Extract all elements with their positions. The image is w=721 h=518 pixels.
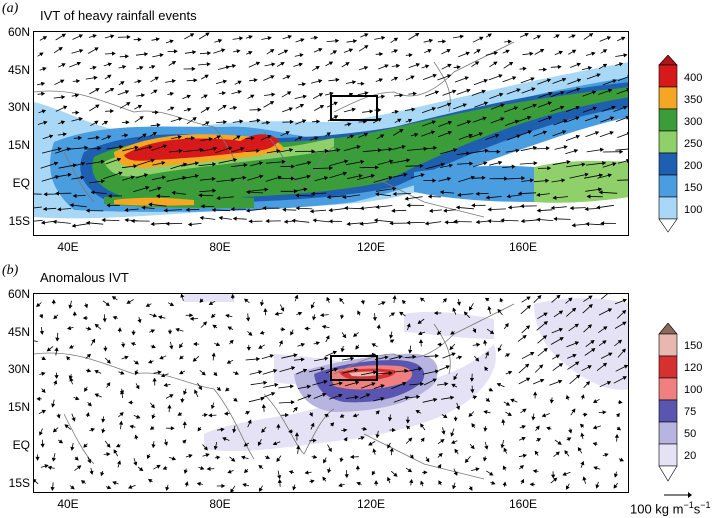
panel-b-colorbar	[658, 323, 678, 482]
panel-a-colorbar-cell-300	[658, 108, 678, 132]
reference-exp1: −1	[683, 500, 694, 510]
panel-a-colorbar-cell-100	[658, 196, 678, 220]
panel-a-map-graphic	[34, 32, 628, 235]
reference-value: 100 kg m	[630, 501, 684, 517]
panel-b-cbar-label-100: 100	[684, 384, 703, 396]
panel-b-ytick-30n: 30N	[7, 362, 30, 376]
reference-exp2: −1	[700, 500, 711, 510]
panel-b-reference-arrow	[664, 492, 692, 498]
panel-a-label: (a)	[2, 1, 19, 16]
panel-a-colorbar-cell-150	[658, 174, 678, 198]
panel-b-cbar-label-120: 120	[684, 362, 703, 374]
panel-a-ivt-contours	[34, 52, 628, 235]
panel-a-colorbar-bottom-triangle	[658, 218, 678, 233]
panel-b-colorbar-bottom-triangle	[658, 465, 678, 482]
panel-a-colorbar-cell-350	[658, 86, 678, 110]
panel-a-colorbar-cell-400	[658, 64, 678, 88]
panel-a-ytick-eq: EQ	[12, 176, 30, 190]
panel-a-colorbar-top-triangle	[658, 55, 678, 66]
panel-a-study-region-box	[330, 95, 378, 121]
panel-b-map	[33, 293, 629, 493]
panel-a-map	[33, 31, 629, 236]
panel-b-coastlines	[34, 303, 515, 480]
panel-b-xtick-160e: 160E	[508, 497, 538, 511]
panel-b-xtick-120e: 120E	[356, 497, 386, 511]
panel-a-ivt-vectors	[34, 32, 628, 228]
panel-b-cbar-label-75: 75	[684, 406, 697, 418]
panel-b-ytick-15n: 15N	[7, 400, 30, 414]
panel-b-study-region-box	[330, 355, 378, 381]
panel-b-colorbar-cell-50	[658, 421, 678, 445]
panel-a-cbar-label-100: 100	[684, 204, 703, 216]
panel-a-xtick-120e: 120E	[356, 240, 386, 254]
panel-b-colorbar-top-triangle	[658, 323, 678, 335]
panel-a-ytick-15s: 15S	[8, 214, 30, 228]
panel-b-ivt-anomaly-vectors	[34, 294, 628, 492]
panel-b-cbar-label-20: 20	[684, 450, 697, 462]
panel-b-ytick-45n: 45N	[7, 325, 30, 339]
panel-b-ivt-anomaly-contours	[184, 294, 628, 452]
panel-a-cbar-label-400: 400	[684, 72, 703, 84]
panel-a-colorbar-cell-250	[658, 130, 678, 154]
panel-a-cbar-label-200: 200	[684, 160, 703, 172]
panel-b-colorbar-cell-120	[658, 355, 678, 379]
panel-a-ytick-45n: 45N	[7, 63, 30, 77]
panel-a-cbar-label-250: 250	[684, 138, 703, 150]
panel-a-xtick-80e: 80E	[209, 240, 231, 254]
panel-b-colorbar-cell-20	[658, 443, 678, 467]
reference-unit2: s	[693, 501, 701, 517]
panel-a-cbar-label-300: 300	[684, 116, 703, 128]
panel-b-title: Anomalous IVT	[40, 270, 129, 285]
panel-b-label: (b)	[2, 263, 19, 278]
panel-a-ytick-60n: 60N	[7, 25, 30, 39]
panel-b-colorbar-cell-150	[658, 333, 678, 357]
panel-b-map-graphic	[34, 294, 628, 492]
panel-a-colorbar-cell-200	[658, 152, 678, 176]
panel-a-title: IVT of heavy rainfall events	[40, 8, 197, 23]
panel-b-cbar-label-150: 150	[684, 340, 703, 352]
panel-a-cbar-label-350: 350	[684, 94, 703, 106]
panel-b-reference-vector-label: 100 kg m−1s−1	[630, 500, 711, 516]
panel-b-colorbar-cell-75	[658, 399, 678, 423]
panel-b-xtick-40e: 40E	[57, 497, 79, 511]
panel-a-colorbar	[658, 55, 678, 233]
panel-b-ytick-60n: 60N	[7, 287, 30, 301]
panel-b-colorbar-cell-100	[658, 377, 678, 401]
panel-a-cbar-label-150: 150	[684, 182, 703, 194]
panel-b-ytick-15s: 15S	[8, 476, 30, 490]
panel-a-xtick-160e: 160E	[508, 240, 538, 254]
panel-b-xtick-80e: 80E	[209, 497, 231, 511]
panel-a-xtick-40e: 40E	[57, 240, 79, 254]
panel-b-ytick-eq: EQ	[12, 438, 30, 452]
panel-a-ytick-30n: 30N	[7, 100, 30, 114]
panel-b-cbar-label-50: 50	[684, 428, 697, 440]
panel-a-ytick-15n: 15N	[7, 138, 30, 152]
